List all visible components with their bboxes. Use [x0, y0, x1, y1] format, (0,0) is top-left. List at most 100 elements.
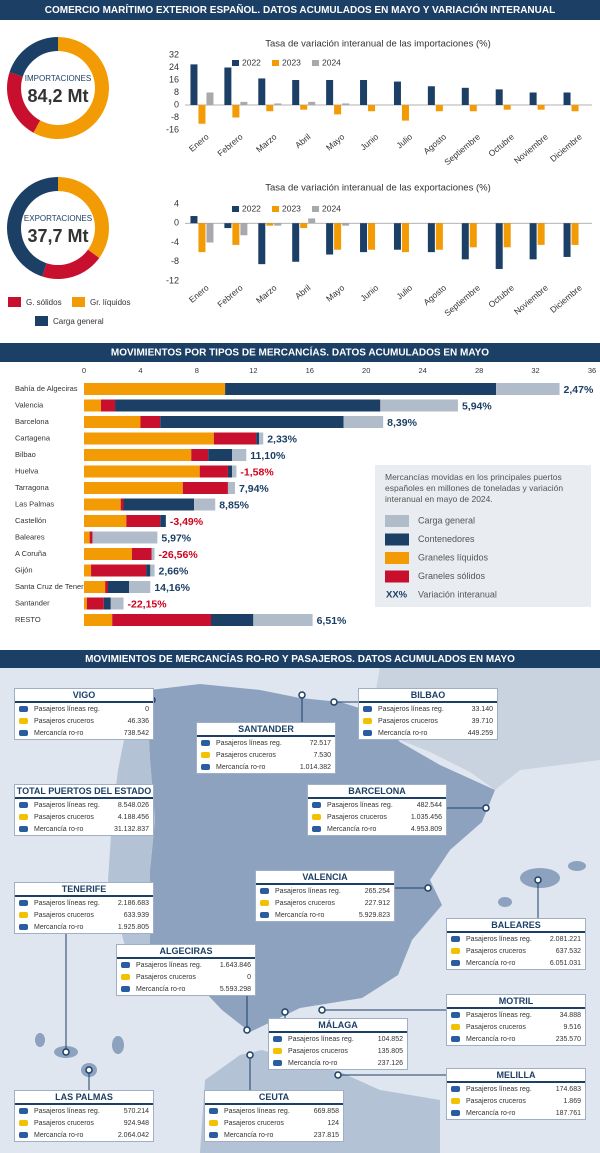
port-row: Mercancía ro-ro 5.929.823 — [256, 909, 394, 921]
row-value: 4.953.809 — [410, 825, 442, 833]
y-tick-label: -8 — [171, 112, 179, 122]
row-value: 1.643.846 — [219, 961, 251, 969]
bar-segment — [129, 581, 151, 593]
port-name: TOTAL PUERTOS DEL ESTADO — [15, 785, 153, 799]
x-tick-label: Julio — [394, 282, 414, 301]
port-dot — [330, 698, 338, 706]
port-dot — [62, 1048, 70, 1056]
row-value: 449.259 — [467, 729, 493, 737]
row-icon — [260, 912, 269, 918]
category-label: Bilbao — [15, 450, 36, 459]
donut-total: 37,7 Mt — [27, 226, 88, 246]
bar — [292, 223, 300, 262]
y-tick-label: 4 — [174, 198, 179, 208]
menorca — [568, 861, 586, 871]
section-bar — [0, 650, 600, 668]
port-name: VIGO — [15, 689, 153, 703]
y-tick-label: 16 — [169, 74, 179, 84]
port-name: VALENCIA — [256, 871, 394, 885]
port-row: Pasajeros líneas reg. 33.140 — [359, 703, 497, 715]
row-label: Pasajeros líneas reg. — [466, 935, 532, 943]
legend-note: Mercancías movidas en los principales pu… — [385, 472, 564, 504]
row-icon — [209, 1108, 218, 1114]
row-label: Pasajeros cruceros — [34, 813, 94, 821]
row-icon — [363, 706, 372, 712]
bar-segment — [84, 465, 200, 478]
legend-label: 2023 — [282, 57, 301, 67]
legend-swatch — [385, 533, 409, 546]
row-value: 187.761 — [555, 1109, 581, 1117]
row-label: Pasajeros líneas reg. — [224, 1107, 290, 1115]
bar — [342, 103, 350, 105]
row-icon — [19, 730, 28, 736]
x-tick-label: Agosto — [421, 282, 448, 307]
bar-segment — [343, 416, 384, 428]
y-tick-label: -4 — [171, 237, 179, 247]
bar-segment — [225, 383, 497, 395]
row-icon — [121, 974, 130, 980]
x-tick-label: 0 — [82, 366, 86, 375]
x-tick-label: Enero — [187, 282, 211, 304]
x-tick-label: 20 — [362, 366, 370, 375]
port-dot — [85, 1066, 93, 1074]
category-label: RESTO — [15, 615, 41, 624]
legend-label: 2022 — [242, 57, 261, 67]
x-tick-label: 24 — [418, 366, 426, 375]
bar-segment — [84, 614, 113, 626]
bar — [300, 223, 308, 229]
y-tick-label: -16 — [166, 124, 179, 134]
donut-segment — [42, 249, 100, 279]
port-name: SANTANDER — [197, 723, 335, 737]
bar-segment — [115, 399, 381, 412]
port-row: Mercancía ro-ro 1.925.805 — [15, 921, 153, 933]
row-value: 482.544 — [416, 801, 442, 809]
bar — [190, 216, 198, 224]
port-row: Mercancía ro-ro 2.064.042 — [15, 1129, 153, 1141]
port-row: Mercancía ro-ro 5.593.298 — [117, 983, 255, 995]
x-tick-label: Agosto — [421, 131, 448, 156]
port-row: Pasajeros líneas reg. 570.214 — [15, 1105, 153, 1117]
port-row: Pasajeros cruceros 124 — [205, 1117, 343, 1129]
row-icon — [19, 1132, 28, 1138]
row-label: Pasajeros líneas reg. — [136, 961, 202, 969]
category-label: A Coruña — [15, 549, 47, 558]
bar — [368, 223, 376, 250]
x-tick-label: Abril — [293, 132, 313, 151]
row-label: Pasajeros líneas reg. — [275, 887, 341, 895]
x-tick-label: Septiembre — [442, 282, 482, 318]
bar — [563, 92, 571, 105]
port-name: MELILLA — [447, 1069, 585, 1083]
bar-segment — [92, 531, 158, 544]
port-box: MÁLAGA Pasajeros líneas reg. 104.852 Pasaje… — [268, 1018, 408, 1070]
port-row: Mercancía ro-ro 4.953.809 — [308, 823, 446, 835]
row-label: Pasajeros líneas reg. — [288, 1035, 354, 1043]
bar-segment — [123, 498, 195, 511]
legend-swatch — [385, 515, 409, 527]
port-row: Pasajeros cruceros 1.869 — [447, 1095, 585, 1107]
bar-segment — [131, 548, 152, 560]
legend-label: G. sólidos — [26, 298, 62, 307]
port-box: TENERIFE Pasajeros líneas reg. 2.186.683 Pa… — [14, 882, 154, 934]
y-tick-label: -12 — [166, 275, 179, 285]
bar — [427, 223, 435, 253]
variation-label: 2,47% — [564, 384, 594, 396]
port-dot — [318, 1006, 326, 1014]
row-icon — [451, 948, 460, 954]
row-icon — [451, 1012, 460, 1018]
bar-segment — [253, 614, 313, 626]
row-label: Pasajeros cruceros — [216, 751, 276, 759]
row-value: 9.516 — [563, 1023, 581, 1031]
port-name: BILBAO — [359, 689, 497, 703]
row-icon — [273, 1048, 282, 1054]
row-label: Pasajeros cruceros — [466, 947, 526, 955]
row-label: Mercancía ro-ro — [34, 729, 84, 737]
row-value: 135.805 — [377, 1047, 403, 1055]
bar-segment — [146, 564, 151, 577]
row-value: 72.517 — [309, 739, 331, 747]
row-icon — [451, 1110, 460, 1116]
port-dot — [243, 1026, 251, 1034]
ibiza — [498, 897, 512, 907]
variation-label: 8,85% — [219, 499, 249, 511]
row-label: Pasajeros cruceros — [136, 973, 196, 981]
x-tick-label: 32 — [531, 366, 539, 375]
